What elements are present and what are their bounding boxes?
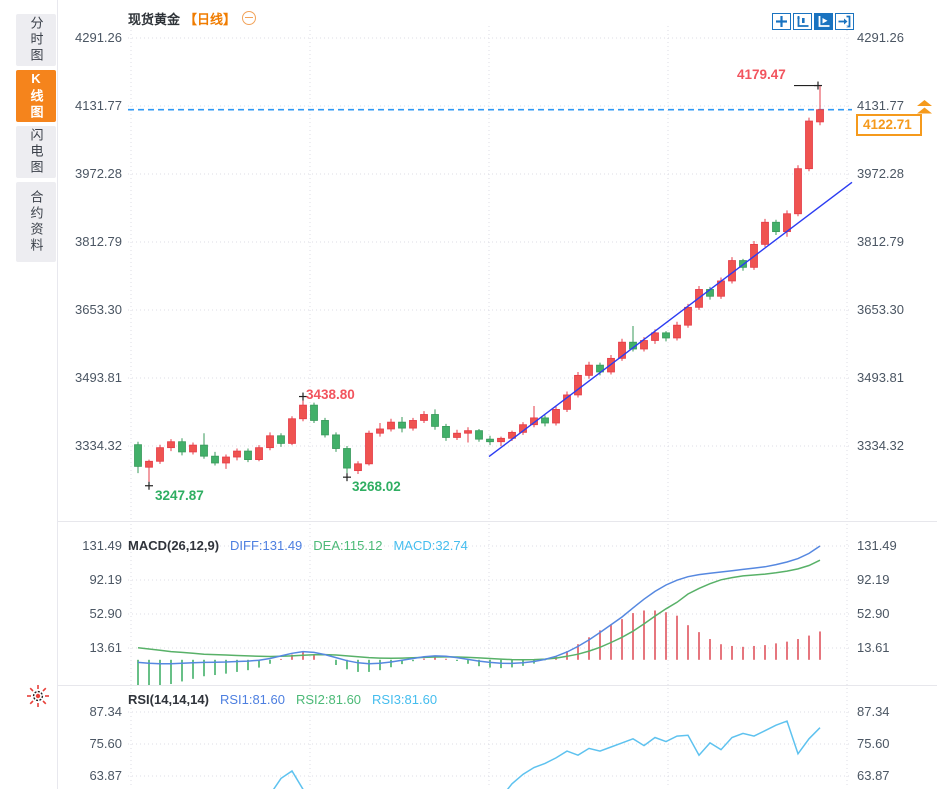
axis-tick-label: 3653.30 <box>75 302 122 317</box>
brightness-icon[interactable] <box>26 684 50 713</box>
axis-tick-label: 3812.79 <box>857 234 904 249</box>
go-to-latest-icon[interactable] <box>835 13 854 30</box>
sidebar-tab-lightning-chart[interactable]: 闪电图 <box>16 126 56 178</box>
sidebar-tab-time-chart[interactable]: 分时图 <box>16 14 56 66</box>
axis-tick-label: 13.61 <box>857 640 890 655</box>
axis-tick-label: 131.49 <box>82 538 122 553</box>
chart-header: 现货黄金 【日线】 <box>128 8 257 28</box>
move-tool-icon[interactable] <box>772 13 791 30</box>
axis-tick-label: 4131.77 <box>857 98 904 113</box>
axis-tick-label: 13.61 <box>89 640 122 655</box>
auto-scroll-icon[interactable] <box>814 13 833 30</box>
axis-tick-label: 87.34 <box>89 704 122 719</box>
swing-high-label: 3438.80 <box>306 387 355 402</box>
axis-tick-label: 3972.28 <box>857 166 904 181</box>
macd-rsi-divider <box>58 685 937 686</box>
rsi-title: RSI(14,14,14) <box>128 691 209 707</box>
axis-tick-label: 3334.32 <box>857 438 904 453</box>
sidebar-tab-contract-info[interactable]: 合约资料 <box>16 182 56 262</box>
main-macd-divider <box>58 521 937 522</box>
axis-tick-label: 3334.32 <box>75 438 122 453</box>
macd-title: MACD(26,12,9) <box>128 537 220 553</box>
axis-tick-label: 75.60 <box>857 736 890 751</box>
axis-tick-label: 3972.28 <box>75 166 122 181</box>
swing-low-label-1: 3247.87 <box>155 488 204 503</box>
symbol-name: 现货黄金 <box>128 11 181 27</box>
rsi-legend: RSI(14,14,14) RSI1:81.60 RSI2:81.60 RSI3… <box>128 691 437 707</box>
rsi3-value: RSI3:81.60 <box>372 691 438 707</box>
axis-tick-label: 131.49 <box>857 538 897 553</box>
sidebar-tab-kline-chart[interactable]: K线图 <box>16 70 56 122</box>
axis-tick-label: 75.60 <box>89 736 122 751</box>
axis-tick-label: 4291.26 <box>857 30 904 45</box>
axis-tick-label: 3812.79 <box>75 234 122 249</box>
axis-tick-label: 87.34 <box>857 704 890 719</box>
current-price-tag: 4122.71 <box>856 114 922 136</box>
macd-legend: MACD(26,12,9) DIFF:131.49 DEA:115.12 MAC… <box>128 537 468 553</box>
axis-tick-label: 52.90 <box>89 606 122 621</box>
axis-scale-icon[interactable] <box>793 13 812 30</box>
rsi2-value: RSI2:81.60 <box>295 691 362 707</box>
rsi1-value: RSI1:81.60 <box>219 691 285 707</box>
axis-tick-label: 4291.26 <box>75 30 122 45</box>
axis-tick-label: 63.87 <box>89 768 122 783</box>
axis-tick-label: 3493.81 <box>857 370 904 385</box>
axis-tick-label: 4131.77 <box>75 98 122 113</box>
axis-tick-label: 3653.30 <box>857 302 904 317</box>
sidebar-divider <box>57 0 58 789</box>
period-label: 【日线】 <box>184 11 237 27</box>
macd-dea-value: DEA:115.12 <box>313 537 383 553</box>
session-high-label: 4179.47 <box>737 67 786 82</box>
axis-tick-label: 92.19 <box>857 572 890 587</box>
swing-low-label-2: 3268.02 <box>352 479 401 494</box>
minus-circle-icon[interactable] <box>242 11 257 25</box>
axis-tick-label: 52.90 <box>857 606 890 621</box>
macd-macd-value: MACD:32.74 <box>393 537 468 553</box>
axis-tick-label: 92.19 <box>89 572 122 587</box>
price-up-arrow-icon <box>916 100 933 120</box>
axis-tick-label: 3493.81 <box>75 370 122 385</box>
axis-tick-label: 63.87 <box>857 768 890 783</box>
chart-toolbar <box>772 13 854 30</box>
macd-diff-value: DIFF:131.49 <box>230 537 303 553</box>
